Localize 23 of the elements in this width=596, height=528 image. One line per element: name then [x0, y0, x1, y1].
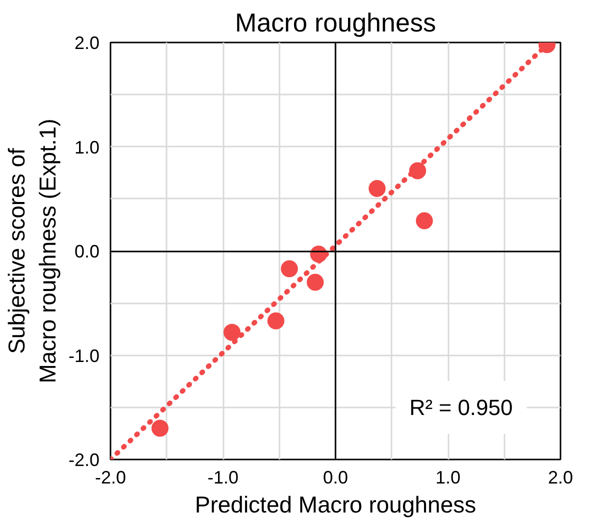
x-tick-label: 1.0 [435, 468, 461, 488]
x-tick-label: 2.0 [548, 468, 574, 488]
y-tick-label: -1.0 [68, 346, 100, 366]
point [409, 162, 426, 180]
annotation: R² = 0.950 [409, 394, 513, 420]
x-tick-label: -1.0 [207, 468, 239, 488]
point [310, 246, 328, 263]
x-axis-title: Predicted Macro roughness [194, 492, 476, 518]
y-tick-label: 2.0 [74, 33, 100, 53]
point [416, 212, 433, 230]
point [224, 324, 240, 341]
y-axis-title: Subjective scores of Macro roughness (Expt.1) [3, 118, 60, 384]
chart-title: Macro roughness [235, 8, 436, 38]
point [306, 274, 324, 291]
x-tick-label: 0.0 [322, 468, 348, 488]
y-tick-label: -2.0 [68, 450, 100, 470]
x-tick-label: -2.0 [94, 468, 126, 488]
point [368, 180, 386, 197]
y-tick-label: 0.0 [74, 242, 100, 262]
point [280, 260, 298, 278]
point [152, 420, 168, 437]
y-tick-label: 1.0 [74, 137, 100, 158]
point [267, 312, 284, 330]
